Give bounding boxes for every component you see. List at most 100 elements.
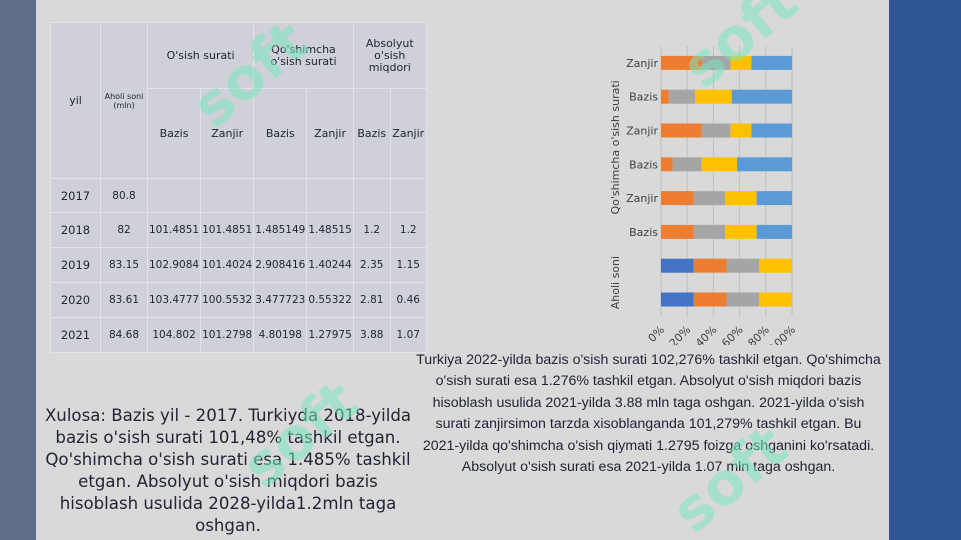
- cell-growth-zanjir: 101.2798: [200, 317, 255, 353]
- cell-absolute-zanjir: 1.15: [389, 247, 427, 283]
- subheader-zanjir: Zanjir: [306, 88, 354, 179]
- analysis-text: Turkiya 2022-yilda bazis o'sish surati 1…: [416, 352, 881, 476]
- bar-segment: [661, 157, 673, 172]
- cell-growth-bazis: 101.4851: [146, 212, 202, 248]
- category-label: Bazis: [629, 158, 658, 171]
- table-row: 2018 82 101.4851 101.4851 1.485149 1.485…: [50, 212, 427, 248]
- x-tick-label: 100%: [767, 323, 798, 345]
- bar-segment: [661, 123, 702, 138]
- bar-segment: [661, 191, 694, 206]
- cell-year: 2019: [50, 247, 101, 283]
- cell-growth-zanjir: 101.4024: [200, 247, 255, 283]
- header-year: yil: [50, 22, 101, 179]
- bar-segment: [701, 55, 731, 70]
- cell-growth-bazis: 104.802: [146, 317, 202, 353]
- cell-additional-bazis: 3.477723: [253, 282, 308, 318]
- cell-absolute-bazis: [352, 178, 391, 213]
- slide: yil Aholi soni (mln) O'sish surati Qo'sh…: [36, 0, 889, 540]
- cell-additional-zanjir: [306, 178, 354, 213]
- cell-population: 84.68: [100, 317, 148, 353]
- group-label: Aholi soni: [609, 256, 622, 309]
- bar-segment: [759, 292, 792, 307]
- cell-year: 2020: [50, 282, 101, 318]
- cell-absolute-bazis: 1.2: [352, 212, 391, 248]
- cell-growth-bazis: [146, 178, 202, 213]
- table-row: 2020 83.61 103.4777 100.5532 3.477723 0.…: [50, 282, 427, 318]
- cell-year: 2018: [50, 212, 101, 248]
- bar-segment: [725, 224, 757, 239]
- header-additional-growth-rate: Qo'shimcha o'sish surati: [253, 22, 354, 89]
- header-population: Aholi soni (mln): [100, 22, 148, 179]
- cell-growth-zanjir: [200, 178, 255, 213]
- bar-segment: [693, 292, 727, 307]
- bar-segment: [759, 258, 792, 273]
- x-tick-label: 20%: [667, 323, 693, 345]
- cell-additional-bazis: 4.80198: [253, 317, 308, 353]
- bar-segment: [730, 55, 752, 70]
- cell-population: 80.8: [100, 178, 148, 213]
- cell-absolute-zanjir: [389, 178, 427, 213]
- bar-segment: [751, 55, 792, 70]
- bar-segment: [672, 157, 702, 172]
- table-row: 2021 84.68 104.802 101.2798 4.80198 1.27…: [50, 317, 427, 353]
- table-row: 2017 80.8: [50, 178, 427, 213]
- population-table: yil Aholi soni (mln) O'sish surati Qo'sh…: [50, 22, 427, 353]
- cell-additional-zanjir: 1.40244: [306, 247, 354, 283]
- bar-segment: [751, 123, 792, 138]
- subheader-bazis: Bazis: [352, 88, 391, 179]
- conclusion-text: Xulosa: Bazis yil - 2017. Turkiyda 2018-…: [44, 406, 412, 535]
- bar-segment: [730, 123, 752, 138]
- cell-absolute-bazis: 2.35: [352, 247, 391, 283]
- category-label: Bazis: [629, 226, 658, 239]
- group-label: Qo'shimcha o'sish surati: [609, 80, 622, 214]
- category-label: Bazis: [629, 91, 658, 104]
- cell-population: 83.61: [100, 282, 148, 318]
- bar-segment: [668, 89, 696, 104]
- bar-segment: [693, 258, 727, 273]
- bar-segment: [661, 292, 694, 307]
- header-absolute-growth: Absolyut o'sish miqdori: [352, 22, 427, 89]
- header-growth-rate: O'sish surati: [146, 22, 255, 89]
- cell-year: 2017: [50, 178, 101, 213]
- bar-segment: [731, 89, 792, 104]
- cell-growth-bazis: 103.4777: [146, 282, 202, 318]
- cell-absolute-zanjir: 1.2: [389, 212, 427, 248]
- bar-segment: [695, 89, 732, 104]
- x-tick-label: 40%: [693, 323, 719, 345]
- cell-additional-zanjir: 1.27975: [306, 317, 354, 353]
- category-label: Zanjir: [626, 125, 658, 138]
- slide-right-band: [889, 0, 961, 540]
- category-label: Zanjir: [626, 192, 658, 205]
- bar-segment: [756, 224, 792, 239]
- subheader-zanjir: Zanjir: [389, 88, 427, 179]
- cell-additional-zanjir: 1.48515: [306, 212, 354, 248]
- cell-additional-bazis: 2.908416: [253, 247, 308, 283]
- cell-absolute-bazis: 3.88: [352, 317, 391, 353]
- bar-segment: [661, 224, 694, 239]
- cell-growth-zanjir: 101.4851: [200, 212, 255, 248]
- x-tick-label: 0%: [646, 323, 668, 345]
- category-label: Zanjir: [626, 57, 658, 70]
- bar-segment: [661, 55, 702, 70]
- x-tick-label: 80%: [745, 323, 771, 345]
- subheader-bazis: Bazis: [253, 88, 308, 179]
- bar-segment: [661, 89, 669, 104]
- cell-year: 2021: [50, 317, 101, 353]
- bar-segment: [693, 191, 726, 206]
- cell-absolute-zanjir: 0.46: [389, 282, 427, 318]
- bar-segment: [701, 157, 737, 172]
- cell-additional-bazis: [253, 178, 308, 213]
- x-tick-label: 60%: [719, 323, 745, 345]
- cell-absolute-bazis: 2.81: [352, 282, 391, 318]
- stacked-bar-chart: 0% 20% 40% 60% 80%100% Zanjir Bazis Zanjir Bazis…: [609, 46, 798, 345]
- bar-segment: [726, 258, 760, 273]
- bar-segment: [726, 292, 760, 307]
- cell-growth-bazis: 102.9084: [146, 247, 202, 283]
- cell-population: 82: [100, 212, 148, 248]
- bar-segment: [756, 191, 792, 206]
- cell-population: 83.15: [100, 247, 148, 283]
- bar-segment: [725, 191, 757, 206]
- bar-segment: [736, 157, 792, 172]
- bar-segment: [701, 123, 731, 138]
- cell-absolute-zanjir: 1.07: [389, 317, 427, 353]
